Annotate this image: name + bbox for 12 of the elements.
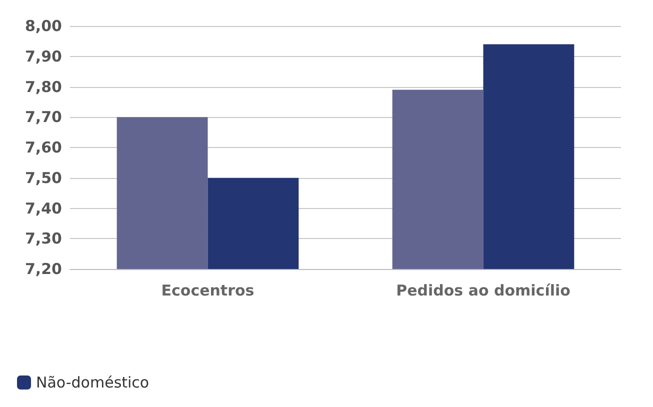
y-tick-label: 7,20 (24, 260, 62, 278)
x-tick-label: Pedidos ao domicílio (396, 282, 570, 300)
y-tick-label: 7,50 (24, 168, 62, 187)
x-tick-label: Ecocentros (161, 282, 254, 300)
y-tick-label: 7,90 (24, 47, 62, 66)
y-tick-label: 7,40 (24, 199, 62, 218)
y-tick-label: 7,70 (24, 108, 62, 126)
y-tick-label: 7,80 (24, 78, 62, 96)
y-tick-label: 8,00 (24, 17, 62, 35)
y-tick-label: 7,30 (24, 230, 62, 248)
legend-label: Não-doméstico (36, 374, 150, 392)
y-tick-label: 7,60 (24, 138, 62, 156)
